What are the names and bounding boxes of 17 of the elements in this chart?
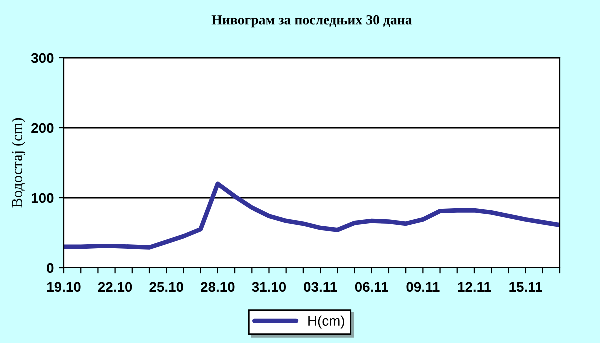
y-tick-label: 200 xyxy=(32,123,54,134)
x-tick-label: 22.10 xyxy=(98,282,132,292)
x-tick-label: 28.10 xyxy=(201,282,235,292)
y-tick-label: 300 xyxy=(31,53,54,64)
x-tick-label: 09.11 xyxy=(406,282,440,292)
y-tick-label: 100 xyxy=(32,193,54,204)
x-tick-label: 19.10 xyxy=(48,282,81,292)
y-tick-label: 0 xyxy=(47,263,54,274)
legend-label: H(cm) xyxy=(308,316,344,329)
x-tick-label: 06.11 xyxy=(355,282,388,292)
x-tick-label: 25.10 xyxy=(150,282,184,292)
x-tick-label: 03.11 xyxy=(304,282,338,292)
x-tick-label: 15.11 xyxy=(510,282,542,292)
chart-title: Нивограм за последњих 30 дана xyxy=(212,15,412,28)
y-axis-title: Водостај (cm) xyxy=(12,118,26,208)
x-tick-label: 31.10 xyxy=(252,282,286,292)
x-tick-label: 12.11 xyxy=(458,282,492,292)
